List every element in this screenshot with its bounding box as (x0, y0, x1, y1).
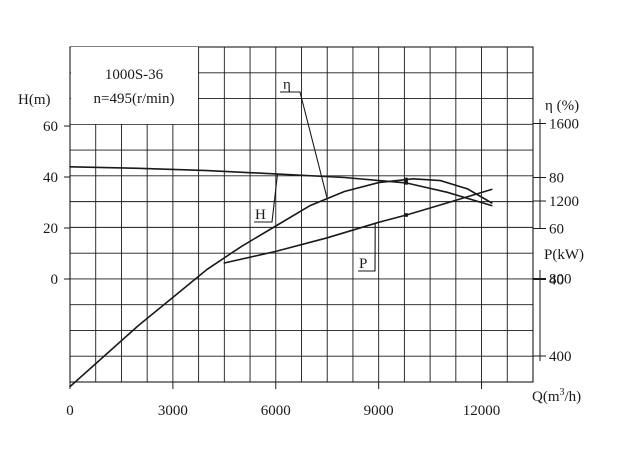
duty-point-marker (404, 181, 408, 185)
chart-curves (69, 166, 493, 388)
x-axis-tick-label: 3000 (158, 403, 188, 419)
left-axis-label: H(m) (18, 92, 51, 108)
x-axis-tick-label: 0 (66, 403, 74, 419)
power-axis-label: P(kW) (544, 247, 584, 263)
left-axis-tick-label: 60 (43, 119, 58, 135)
curve-power (223, 188, 493, 264)
leader-eta (280, 91, 328, 199)
duty-point-markers (404, 177, 408, 217)
plot-frame (69, 46, 534, 383)
curve-label-p: P (359, 256, 367, 272)
power-axis-tick-label: 800 (549, 272, 572, 288)
x-axis-tick-label: 9000 (364, 403, 394, 419)
x-axis-label: Q(m3/h) (532, 387, 581, 405)
eta-axis-label: η (%) (545, 98, 579, 114)
eta-axis-tick-labels: 40 60 80 (549, 171, 564, 289)
left-axis-tick-labels: 0 20 40 60 (43, 119, 58, 288)
power-axis-tick-label: 1600 (549, 117, 579, 133)
left-axis-tick-label: 40 (43, 170, 58, 186)
power-axis-tick-label: 1200 (549, 194, 579, 210)
curve-label-eta: η (283, 77, 291, 93)
duty-point-marker (404, 177, 408, 182)
leader-h (254, 173, 279, 223)
chart-title-model: 1000S-36 (105, 67, 164, 83)
power-axis-tick-label: 400 (549, 349, 572, 365)
duty-point-marker (404, 213, 408, 217)
eta-axis-tick-label: 40 (549, 273, 564, 289)
x-axis-tick-labels: 0 3000 6000 9000 12000 (66, 403, 500, 419)
eta-axis-tick-label: 80 (549, 171, 564, 187)
curve-label-leaders (254, 91, 376, 272)
power-axis-tick-labels: 400 800 1200 1600 (549, 117, 579, 366)
x-axis-tick-label: 12000 (463, 403, 501, 419)
eta-axis-tick-label: 60 (549, 222, 564, 238)
x-axis-tick-label: 6000 (261, 403, 291, 419)
leader-p (358, 223, 376, 272)
title-box-bg (71, 47, 198, 124)
curve-efficiency (69, 177, 493, 388)
left-axis-tick-label: 0 (51, 272, 59, 288)
left-axis-tick-label: 20 (43, 221, 58, 237)
axis-ticks (64, 119, 546, 389)
curve-label-h: H (255, 207, 266, 223)
chart-title-speed: n=495(r/min) (94, 91, 175, 107)
curve-head (69, 166, 493, 207)
